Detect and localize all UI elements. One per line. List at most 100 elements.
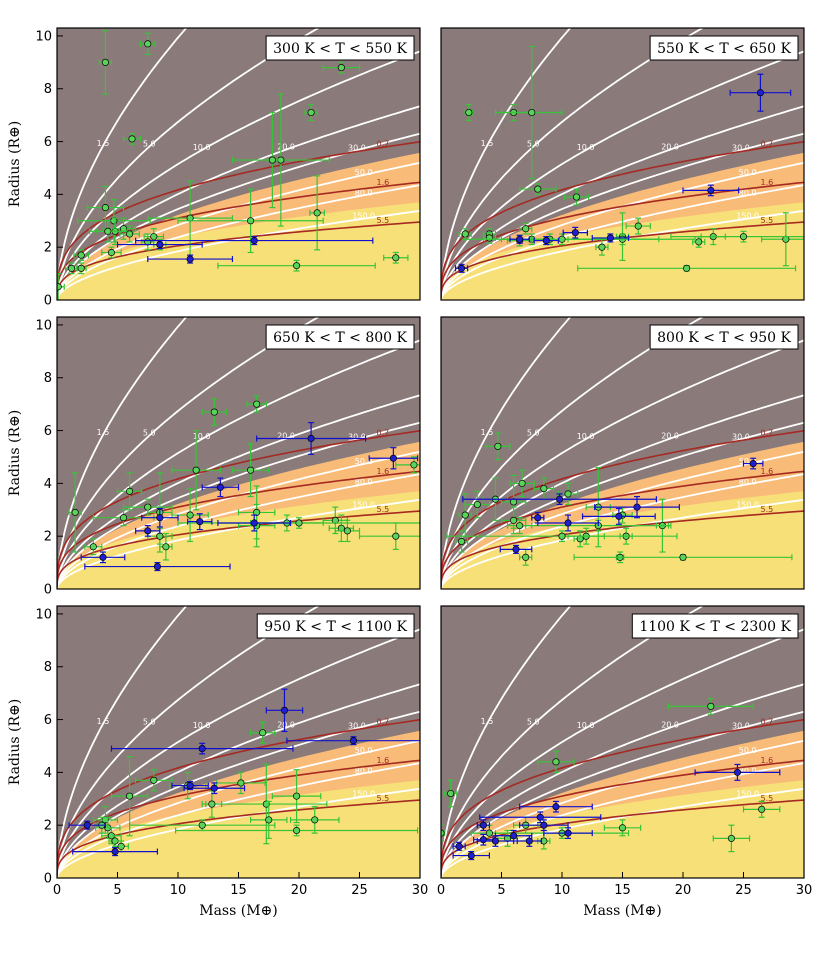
red-contour-label: 5.5 bbox=[761, 216, 774, 225]
series-blue bbox=[462, 457, 764, 554]
y-axis-label: Radius (R⊕) bbox=[7, 121, 23, 208]
plot-area: 1.5 5.0 10.0 20.0 30.0 50.0 80.0 150.0 0.7 1.6 5.5 bbox=[57, 317, 420, 589]
white-contour-label: 1.5 bbox=[481, 428, 494, 437]
band-yellow bbox=[57, 780, 420, 878]
red-contour bbox=[57, 719, 420, 876]
red-contour bbox=[57, 470, 420, 588]
white-contour bbox=[441, 317, 705, 589]
data-point bbox=[712, 824, 751, 853]
x-tick-label: 10 bbox=[170, 883, 187, 898]
series-green bbox=[57, 30, 409, 300]
x-tick-label: 30 bbox=[412, 883, 429, 898]
data-point bbox=[80, 551, 126, 564]
data-point bbox=[266, 111, 278, 209]
x-tick-label: 5 bbox=[497, 883, 505, 898]
white-contour bbox=[57, 317, 321, 589]
plot-area: 1.5 5.0 10.0 20.0 30.0 50.0 80.0 150.0 0.7 1.6 5.5 bbox=[441, 28, 804, 300]
y-tick-label: 10 bbox=[35, 29, 52, 44]
data-point bbox=[231, 93, 330, 227]
data-point bbox=[368, 447, 419, 470]
data-point bbox=[147, 254, 234, 264]
y-tick-label: 0 bbox=[44, 872, 52, 887]
data-point bbox=[217, 514, 292, 532]
data-point bbox=[494, 829, 533, 842]
data-point bbox=[322, 61, 361, 74]
band-yellow bbox=[57, 491, 420, 589]
data-point bbox=[479, 811, 602, 824]
data-point bbox=[73, 249, 90, 261]
data-point bbox=[519, 800, 593, 813]
white-contour-label: 10.0 bbox=[577, 721, 595, 730]
white-contour-label: 10.0 bbox=[577, 143, 595, 152]
white-contour-label: 30.0 bbox=[348, 143, 366, 152]
data-point bbox=[286, 736, 420, 746]
panel-title: 800 K < T < 950 K bbox=[649, 324, 799, 350]
data-point bbox=[135, 525, 161, 537]
band-yellow bbox=[57, 202, 420, 300]
data-point bbox=[594, 495, 680, 519]
panel-title: 1100 K < T < 2300 K bbox=[631, 613, 799, 639]
data-point bbox=[603, 819, 642, 837]
data-point bbox=[250, 721, 276, 744]
data-point bbox=[119, 225, 140, 243]
x-tick-label: 15 bbox=[614, 883, 631, 898]
panel-title-text: 650 K < T < 800 K bbox=[273, 330, 407, 346]
white-contour bbox=[57, 739, 420, 878]
white-contour bbox=[57, 50, 420, 300]
white-contour bbox=[57, 421, 420, 589]
data-point bbox=[563, 188, 590, 206]
white-contour-label: 20.0 bbox=[277, 432, 295, 441]
data-point bbox=[742, 800, 781, 818]
red-contour bbox=[441, 141, 804, 298]
data-point bbox=[265, 688, 304, 733]
white-contour bbox=[57, 787, 420, 878]
series-blue bbox=[80, 422, 419, 572]
white-contour-label: 50.0 bbox=[355, 746, 373, 755]
white-contour-label: 30.0 bbox=[732, 432, 750, 441]
series-blue bbox=[454, 73, 792, 273]
white-contour-label: 20.0 bbox=[661, 721, 679, 730]
panel-title-text: 800 K < T < 950 K bbox=[657, 330, 791, 346]
y-tick-label: 2 bbox=[44, 819, 52, 834]
y-tick-label: 4 bbox=[44, 188, 52, 203]
white-contour-label: 80.0 bbox=[739, 477, 757, 486]
series-blue bbox=[68, 688, 420, 857]
data-point bbox=[216, 771, 266, 795]
white-contour-label: 20.0 bbox=[277, 721, 295, 730]
y-tick-label: 10 bbox=[35, 607, 52, 622]
red-contour-label: 0.7 bbox=[761, 717, 774, 726]
data-point bbox=[187, 513, 213, 531]
white-contour bbox=[57, 683, 420, 878]
white-contour-label: 80.0 bbox=[355, 477, 373, 486]
white-contour bbox=[441, 450, 804, 589]
white-contour bbox=[57, 28, 188, 300]
red-contour bbox=[441, 430, 804, 587]
white-contour-label: 150.0 bbox=[736, 501, 759, 510]
white-contour-label: 50.0 bbox=[739, 746, 757, 755]
data-point bbox=[485, 432, 511, 461]
data-point bbox=[694, 763, 781, 781]
white-contour bbox=[441, 762, 804, 878]
data-point bbox=[581, 507, 656, 525]
data-point bbox=[304, 103, 318, 122]
red-contour-label: 5.5 bbox=[761, 505, 774, 514]
data-point bbox=[68, 820, 107, 830]
white-contour-label: 30.0 bbox=[348, 432, 366, 441]
data-point bbox=[171, 429, 221, 511]
white-contour bbox=[57, 161, 420, 300]
red-contour bbox=[57, 141, 420, 298]
data-point bbox=[72, 847, 159, 857]
white-contour-label: 1.5 bbox=[97, 428, 110, 437]
white-contour-label: 150.0 bbox=[352, 501, 375, 510]
white-contour bbox=[57, 628, 420, 878]
y-tick-label: 0 bbox=[44, 583, 52, 598]
white-contour bbox=[57, 606, 188, 878]
data-point bbox=[246, 395, 267, 413]
data-point bbox=[462, 493, 657, 506]
white-contour bbox=[441, 28, 705, 300]
white-contour bbox=[57, 339, 420, 589]
white-contour-label: 10.0 bbox=[577, 432, 595, 441]
panel-title: 300 K < T < 550 K bbox=[265, 35, 415, 61]
white-contour-label: 5.0 bbox=[143, 429, 156, 438]
